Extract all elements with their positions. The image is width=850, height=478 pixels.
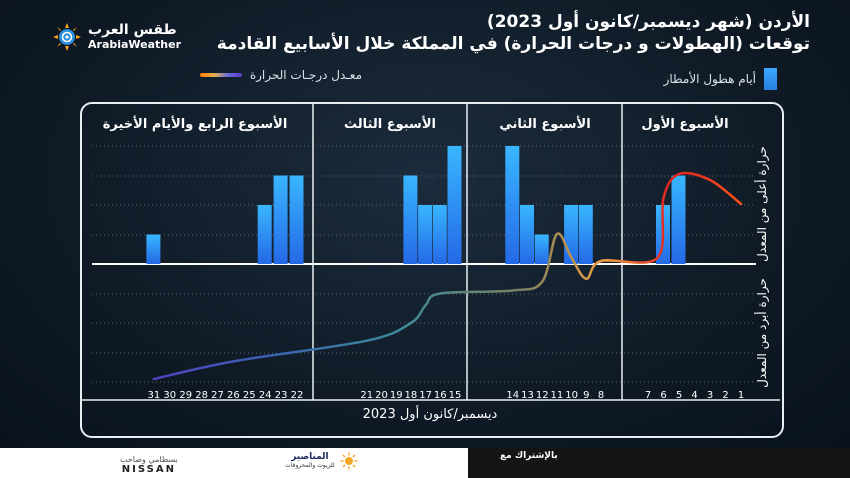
day-tick-label: 12	[536, 390, 549, 401]
day-tick-label: 9	[583, 390, 589, 401]
day-tick-label: 15	[449, 390, 462, 401]
day-tick-label: 21	[360, 390, 373, 401]
brand-name-ar: طقس العرب	[88, 22, 177, 39]
title-country: الأردن	[758, 12, 810, 32]
day-tick-label: 5	[676, 390, 682, 401]
sponsor-nissan-ar: بسطامي وصاحب	[120, 455, 178, 464]
legend-rain: أيام هطول الأمطار	[664, 68, 777, 90]
day-tick-label: 27	[211, 390, 224, 401]
sponsor-nissan: بسطامي وصاحب NISSAN	[120, 455, 178, 475]
rain-bar	[257, 205, 272, 264]
manasir-sun-icon	[340, 452, 358, 470]
x-axis-label: ديسمبر/كانون أول 2023	[363, 405, 498, 422]
day-tick-label: 28	[195, 390, 208, 401]
day-tick-label: 10	[565, 390, 578, 401]
day-tick-label: 26	[227, 390, 240, 401]
chart-stage: طقس العرب ArabiaWeather الأردن (شهر ديسم…	[0, 0, 850, 448]
week-label: الأسبوع الأول	[641, 115, 728, 132]
week-label: الأسبوع الرابع والأيام الأخيرة	[103, 115, 288, 132]
rain-bar	[146, 234, 161, 264]
day-tick-label: 8	[598, 390, 604, 401]
week-label: الأسبوع الثاني	[499, 115, 590, 132]
day-tick-label: 29	[179, 390, 192, 401]
brand-logo: طقس العرب ArabiaWeather	[52, 22, 181, 52]
page-title: الأردن (شهر ديسمبر/كانون أول 2023) توقعا…	[217, 12, 810, 54]
legend-temp-swatch	[199, 73, 242, 77]
y-label-upper: حرارة أعلى من المعدل	[754, 146, 770, 262]
rain-bar	[578, 205, 593, 264]
day-tick-label: 24	[259, 390, 272, 401]
day-tick-label: 4	[691, 390, 697, 401]
day-tick-label: 16	[434, 390, 447, 401]
temperature-curve	[152, 171, 743, 381]
day-tick-label: 19	[390, 390, 403, 401]
day-tick-label: 6	[660, 390, 666, 401]
day-tick-label: 11	[551, 390, 564, 401]
rain-bar	[418, 205, 433, 264]
sponsor-label: بالإشتراك مع	[500, 451, 558, 461]
rain-bar	[447, 146, 462, 264]
sun-spiral-icon	[53, 23, 81, 51]
chart-svg: الأسبوع الأول الأسبوع الثاني الأسبوع الثال…	[82, 103, 780, 422]
legend-temp: معـدل درجـات الحرارة	[199, 68, 362, 82]
chart-panel	[80, 102, 784, 438]
rain-bar	[534, 234, 549, 264]
rain-bar	[289, 175, 304, 264]
legend-temp-label: معـدل درجـات الحرارة	[249, 68, 362, 82]
day-tick-label: 23	[275, 390, 288, 401]
sponsor-label-bar	[468, 448, 850, 478]
day-tick-label: 1	[738, 390, 744, 401]
day-tick-label: 7	[645, 390, 651, 401]
legend-rain-swatch	[764, 68, 777, 90]
brand-name-en: ArabiaWeather	[88, 37, 182, 51]
week-label: الأسبوع الثالث	[344, 115, 436, 132]
rain-bar	[273, 175, 288, 264]
rain-bar	[520, 205, 534, 264]
sponsor-manasir-name: المناصير	[291, 451, 329, 462]
title-subtitle: توقعات (الهطولات و درجات الحرارة) في الم…	[216, 34, 810, 54]
y-label-lower: حرارة أبرد من المعدل	[754, 278, 770, 388]
day-tick-label: 22	[291, 390, 304, 401]
day-tick-label: 13	[521, 390, 534, 401]
title-period: (شهر ديسمبر/كانون أول 2023)	[486, 12, 759, 32]
day-tick-label: 3	[707, 390, 713, 401]
sponsor-manasir: المناصير للزيوت والمحروقات	[285, 452, 358, 470]
day-tick-label: 18	[405, 390, 418, 401]
sponsor-manasir-sub: للزيوت والمحروقات	[285, 461, 335, 469]
day-tick-label: 17	[419, 390, 432, 401]
day-tick-label: 31	[148, 390, 161, 401]
day-tick-label: 14	[506, 390, 519, 401]
rain-bar	[505, 146, 520, 264]
day-tick-label: 20	[375, 390, 388, 401]
rain-bar	[403, 175, 418, 264]
rain-bar	[671, 175, 686, 264]
legend-rain-label: أيام هطول الأمطار	[663, 72, 756, 86]
day-tick-label: 30	[163, 390, 176, 401]
rain-bar	[432, 205, 447, 264]
day-tick-label: 2	[722, 390, 728, 401]
sponsor-nissan-en: NISSAN	[121, 464, 176, 475]
day-tick-label: 25	[243, 390, 256, 401]
